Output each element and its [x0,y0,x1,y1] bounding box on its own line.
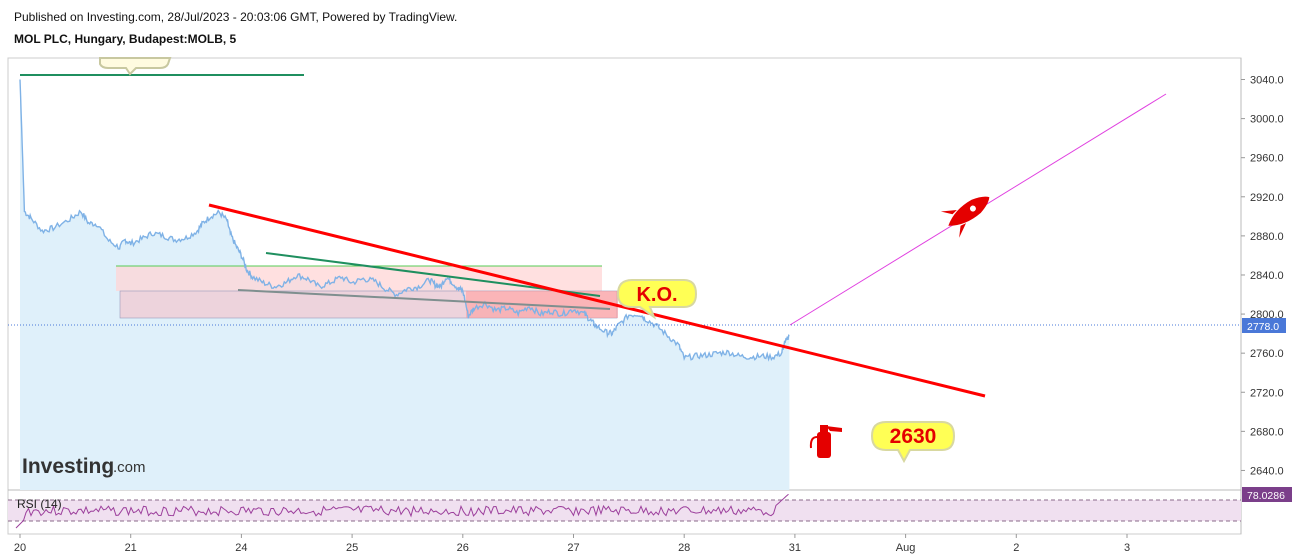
ko-label: K.O. [636,284,677,306]
price-area [20,79,790,490]
time-axis[interactable]: 20 21 24 25 26 27 28 31 Aug 2 3 [14,534,1130,554]
price-tick-label: 2960.0 [1250,153,1284,165]
price-tick-label: 2760.0 [1250,348,1284,360]
ko-callout: K.O. [616,279,698,320]
price-tick-label: 2720.0 [1250,387,1284,399]
ko-bubble [616,279,698,320]
publish-info: Published on Investing.com, 28/Jul/2023 … [14,10,458,24]
rsi-value-tag-bg [1242,487,1292,502]
price-tick-label: 2920.0 [1250,192,1284,204]
target-bubble [870,421,956,464]
time-tick-label: 28 [678,542,690,554]
callout-bubble-top [99,57,172,76]
symbol-title: MOL PLC, Hungary, Budapest:MOLB, 5 [14,32,237,46]
rsi-band [8,500,1241,521]
time-tick-label: 2 [1013,542,1019,554]
rocket-icon [940,196,990,238]
rsi-value: 78.0286 [1247,490,1285,502]
rsi-line [15,493,789,529]
last-price-tag-bg [1242,318,1286,333]
time-tick-label: 21 [125,542,137,554]
price-tick-label: 2680.0 [1250,426,1284,438]
time-tick-label: 20 [14,542,26,554]
target-callout: 2630 [870,421,956,464]
price-axis[interactable]: 3040.03000.02960.02920.02880.02840.02800… [1241,75,1284,478]
logo-main: Investing [22,455,114,478]
time-tick-label: 26 [457,542,469,554]
logo-sub: .com [113,459,146,476]
last-price-tag: 2778.0 [1242,318,1286,333]
time-tick-label: 25 [346,542,358,554]
price-line-layer [19,79,790,362]
fire-extinguisher-icon [809,425,842,458]
price-tick-label: 2880.0 [1250,231,1284,243]
price-tick-label: 3040.0 [1250,75,1284,87]
price-tick-label: 2840.0 [1250,270,1284,282]
price-tick-label: 3000.0 [1250,114,1284,126]
time-tick-label: 27 [567,542,579,554]
investing-logo: Investing .com [22,455,146,478]
price-line [19,79,790,362]
gray-trend-line[interactable] [237,289,611,310]
rsi-pane: RSI (14) 78.0286 [8,487,1292,529]
time-tick-label: 24 [235,542,247,554]
price-tick-label: 2640.0 [1250,465,1284,477]
time-tick-label: Aug [896,542,916,554]
time-tick-label: 31 [789,542,801,554]
price-area-layer [20,79,790,490]
target-label: 2630 [890,425,937,448]
rsi-label: RSI (14) [17,497,62,511]
time-tick-label: 3 [1124,542,1130,554]
rsi-line-layer [15,493,789,529]
red-downtrend-line[interactable] [208,203,986,398]
last-price-value: 2778.0 [1247,321,1279,333]
